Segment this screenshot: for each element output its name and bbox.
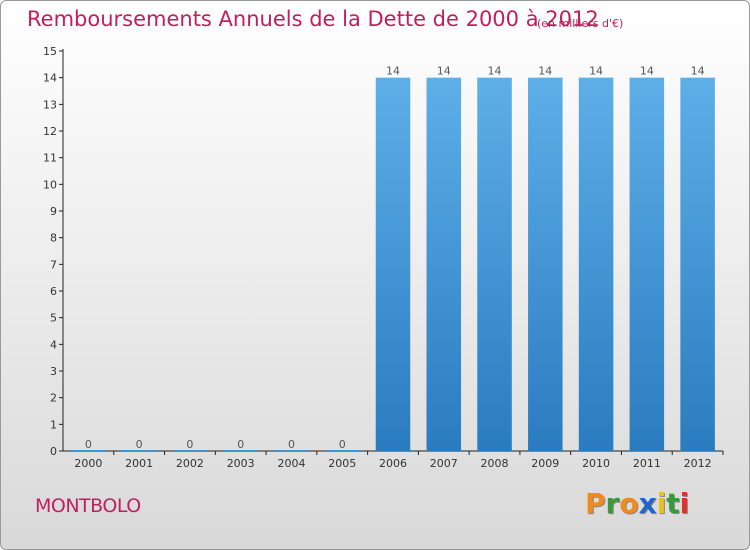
bar [274, 450, 309, 451]
data-label: 14 [691, 65, 705, 78]
x-tick-label: 2007 [430, 457, 458, 470]
bar [680, 77, 715, 452]
data-label: 14 [488, 65, 502, 78]
x-tick-label: 2002 [176, 457, 204, 470]
y-tick-label: 10 [43, 178, 57, 191]
logo-letter: i [656, 487, 667, 520]
x-tick-label: 2008 [481, 457, 509, 470]
data-label: 14 [589, 65, 603, 78]
y-tick-label: 2 [50, 392, 57, 405]
data-label: 0 [237, 438, 244, 451]
y-tick-label: 1 [50, 418, 57, 431]
data-label: 14 [538, 65, 552, 78]
logo-letter: r [605, 487, 620, 520]
bar [578, 77, 614, 452]
data-label: 0 [136, 438, 143, 451]
y-tick-label: 7 [50, 258, 57, 271]
y-tick-label: 8 [50, 232, 57, 245]
x-tick-label: 2001 [125, 457, 153, 470]
data-label: 0 [288, 438, 295, 451]
data-label: 0 [339, 438, 346, 451]
bar [324, 450, 360, 451]
data-label: 0 [85, 438, 92, 451]
chart-title: Remboursements Annuels de la Dette de 20… [27, 7, 599, 31]
y-tick-label: 13 [43, 98, 57, 111]
data-label: 14 [386, 65, 400, 78]
logo-letter: x [638, 487, 657, 520]
x-tick-label: 2009 [531, 457, 559, 470]
x-tick-label: 2011 [633, 457, 661, 470]
logo-letter: t [666, 487, 680, 520]
bar [426, 77, 462, 452]
bar [477, 77, 512, 452]
y-tick-label: 3 [50, 365, 57, 378]
logo-letter: P [585, 487, 606, 520]
bar [375, 77, 411, 452]
bar [223, 450, 258, 451]
x-tick-label: 2000 [74, 457, 102, 470]
data-label: 0 [186, 438, 193, 451]
y-tick-label: 0 [50, 445, 57, 458]
y-tick-label: 12 [43, 125, 57, 138]
bar [172, 450, 208, 451]
x-tick-label: 2010 [582, 457, 610, 470]
bar [71, 450, 106, 451]
y-tick-label: 9 [50, 205, 57, 218]
x-tick-label: 2003 [227, 457, 255, 470]
data-label: 14 [437, 65, 451, 78]
bar [121, 450, 157, 451]
y-tick-label: 11 [43, 152, 57, 165]
proxiti-logo: Proxiti [585, 487, 689, 520]
x-tick-label: 2005 [328, 457, 356, 470]
y-tick-label: 6 [50, 285, 57, 298]
y-tick-label: 14 [43, 72, 57, 85]
x-tick-label: 2012 [684, 457, 712, 470]
y-tick-label: 15 [43, 45, 57, 58]
y-tick-label: 4 [50, 338, 57, 351]
bar [528, 77, 563, 452]
logo-letter: i [679, 487, 690, 520]
logo-letter: o [619, 487, 639, 520]
x-tick-label: 2006 [379, 457, 407, 470]
data-label: 14 [640, 65, 654, 78]
x-tick-label: 2004 [277, 457, 305, 470]
y-tick-label: 5 [50, 312, 57, 325]
city-name: MONTBOLO [35, 495, 141, 517]
bar [629, 77, 665, 452]
chart-subtitle: (en milliers d'€) [537, 17, 624, 30]
